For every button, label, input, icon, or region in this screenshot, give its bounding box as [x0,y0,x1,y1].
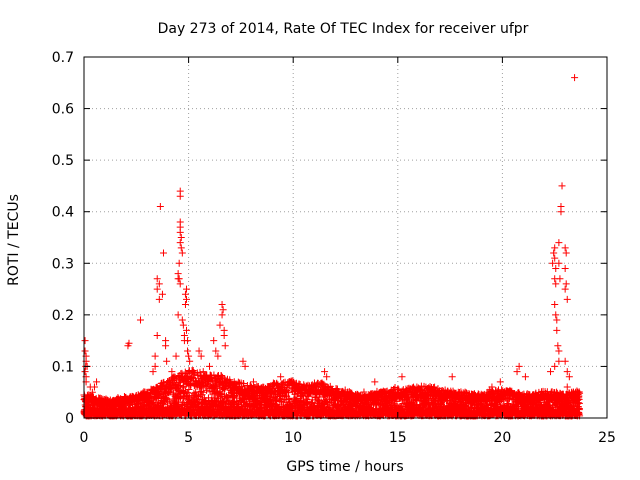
band-point [171,373,179,381]
band-point [187,375,195,383]
band-point [184,389,192,397]
data-points [80,74,584,420]
band-point [175,388,183,396]
